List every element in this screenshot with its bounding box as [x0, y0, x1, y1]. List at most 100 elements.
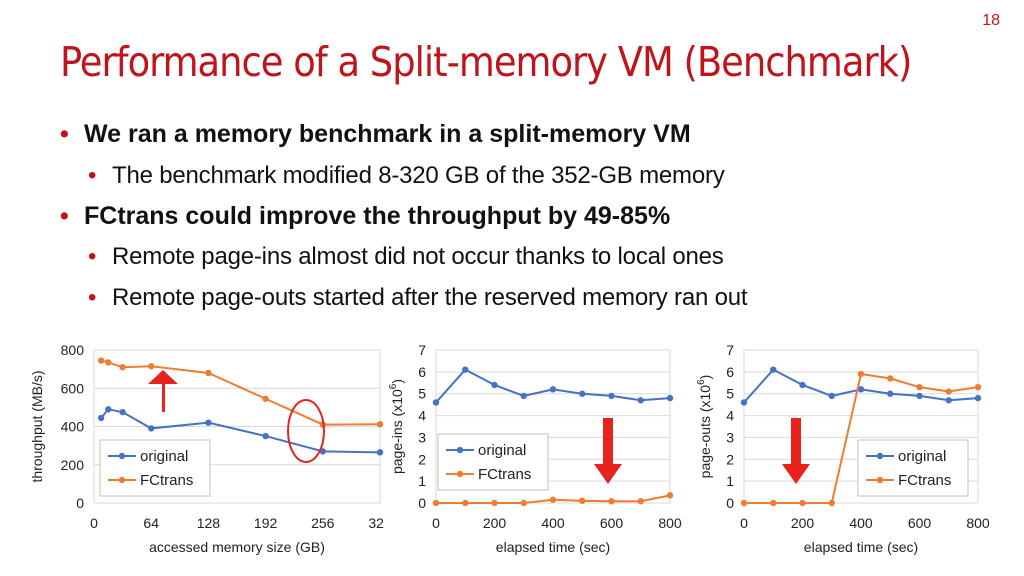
data-point-fctrans	[945, 388, 952, 395]
y-tick-label: 5	[726, 386, 734, 402]
legend-marker	[118, 452, 126, 460]
page-number: 18	[982, 12, 1000, 29]
legend: original FCtrans	[857, 439, 969, 497]
bullet-1-text: We ran a memory benchmark in a split-mem…	[84, 120, 691, 148]
data-point-original	[974, 394, 982, 402]
bullet-5: • Remote page-outs started after the res…	[88, 284, 748, 312]
y-axis-label-main: page-outs (x10	[697, 385, 713, 479]
bullet-3-text: FCtrans could improve the throughput by …	[84, 202, 671, 230]
legend-label: FCtrans	[478, 466, 531, 483]
data-point-original	[666, 394, 674, 402]
x-tick-label: 0	[740, 515, 748, 531]
bullet-dot-icon: •	[88, 284, 97, 311]
x-tick-label: 400	[541, 515, 565, 531]
data-point-original	[491, 381, 498, 389]
y-axis-label: throughput (MB/s)	[29, 370, 45, 482]
y-tick-label: 3	[418, 429, 426, 445]
x-tick-label: 256	[311, 515, 335, 531]
legend-marker	[456, 470, 464, 478]
data-point-fctrans	[205, 369, 212, 377]
y-tick-label: 1	[418, 473, 426, 489]
legend-label: original	[898, 448, 946, 465]
y-tick-label: 400	[61, 419, 85, 435]
data-point-fctrans	[608, 498, 615, 505]
up-arrow-icon	[148, 370, 178, 412]
y-tick-label: 2	[726, 451, 734, 467]
bullet-2-text: The benchmark modified 8-320 GB of the 3…	[112, 162, 725, 189]
data-point-fctrans	[105, 359, 112, 366]
down-arrow-icon	[594, 418, 622, 484]
data-point-fctrans	[549, 496, 557, 503]
x-tick-label: 800	[658, 515, 682, 531]
bullet-dot-icon: •	[88, 162, 97, 189]
data-point-original	[740, 399, 748, 406]
bullet-dot-icon: •	[88, 243, 97, 270]
x-tick-label: 400	[849, 515, 873, 531]
data-point-original	[828, 392, 835, 400]
bullet-dot-icon: •	[60, 120, 69, 148]
y-tick-label: 200	[61, 457, 85, 473]
y-tick-label: 1	[726, 473, 734, 489]
data-point-original	[549, 386, 557, 393]
legend-label: FCtrans	[898, 472, 951, 489]
x-axis-label: elapsed time (sec)	[804, 539, 918, 555]
y-axis-label: page-ins (x106)	[388, 379, 405, 474]
y-tick-label: 5	[418, 386, 426, 402]
data-point-original	[637, 397, 644, 404]
data-point-fctrans	[462, 499, 469, 507]
series-line-original	[435, 368, 671, 404]
y-axis-label-end: )	[389, 379, 405, 384]
y-axis-label-main: page-ins (x10	[389, 389, 405, 474]
legend-marker	[456, 446, 464, 454]
data-point-fctrans	[974, 383, 982, 391]
y-tick-label: 7	[418, 342, 426, 358]
data-point-fctrans	[637, 498, 644, 505]
data-point-fctrans	[262, 395, 269, 402]
data-point-fctrans	[799, 499, 806, 507]
data-point-original	[148, 425, 155, 432]
legend: original FCtrans	[99, 439, 211, 497]
x-tick-label: 800	[966, 515, 990, 531]
data-point-fctrans	[740, 499, 748, 507]
x-tick-label: 64	[143, 515, 159, 531]
bullet-5-text: Remote page-outs started after the reser…	[112, 284, 748, 311]
data-point-original	[432, 399, 440, 406]
data-point-original	[97, 414, 105, 422]
y-tick-label: 600	[61, 380, 85, 396]
data-point-fctrans	[491, 499, 498, 507]
legend-box	[99, 439, 211, 497]
bullet-2: • The benchmark modified 8-320 GB of the…	[88, 162, 725, 190]
data-point-original	[857, 386, 865, 393]
y-tick-label: 7	[726, 342, 734, 358]
x-axis-label: accessed memory size (GB)	[149, 539, 325, 555]
highlight-ellipse	[287, 399, 325, 463]
x-axis-label: elapsed time (sec)	[496, 539, 610, 555]
page-outs-chart: 0 1 2 3 4 5 6 7 0 200 400 600 800 elapsed time (sec) p…	[696, 342, 990, 555]
data-point-fctrans	[916, 383, 923, 391]
y-tick-label: 3	[726, 429, 734, 445]
data-point-original	[262, 432, 269, 440]
data-point-original	[799, 381, 806, 389]
y-tick-label: 0	[726, 495, 734, 511]
data-point-fctrans	[579, 497, 586, 505]
bullet-1: • We ran a memory benchmark in a split-m…	[60, 120, 691, 149]
page-ins-chart: 0 1 2 3 4 5 6 7 0 200 400 600 800 elapsed time (sec) p…	[388, 342, 682, 555]
legend-box	[857, 439, 969, 497]
data-point-fctrans	[119, 364, 126, 371]
data-point-original	[770, 366, 777, 373]
y-tick-label: 2	[418, 451, 426, 467]
y-axis-label: page-outs (x106)	[696, 375, 713, 479]
legend-marker	[118, 476, 126, 484]
y-tick-label: 6	[418, 364, 426, 380]
data-point-original	[119, 408, 126, 416]
legend-label: FCtrans	[140, 472, 193, 489]
data-point-fctrans	[520, 499, 527, 507]
data-point-original	[579, 390, 586, 397]
x-tick-label: 600	[908, 515, 932, 531]
y-axis-label-end: )	[697, 375, 713, 380]
bullet-dot-icon: •	[60, 202, 69, 230]
x-tick-label: 192	[254, 515, 278, 531]
data-point-original	[608, 392, 615, 400]
y-axis-label-sup: 6	[388, 383, 399, 389]
x-tick-label: 0	[432, 515, 440, 531]
